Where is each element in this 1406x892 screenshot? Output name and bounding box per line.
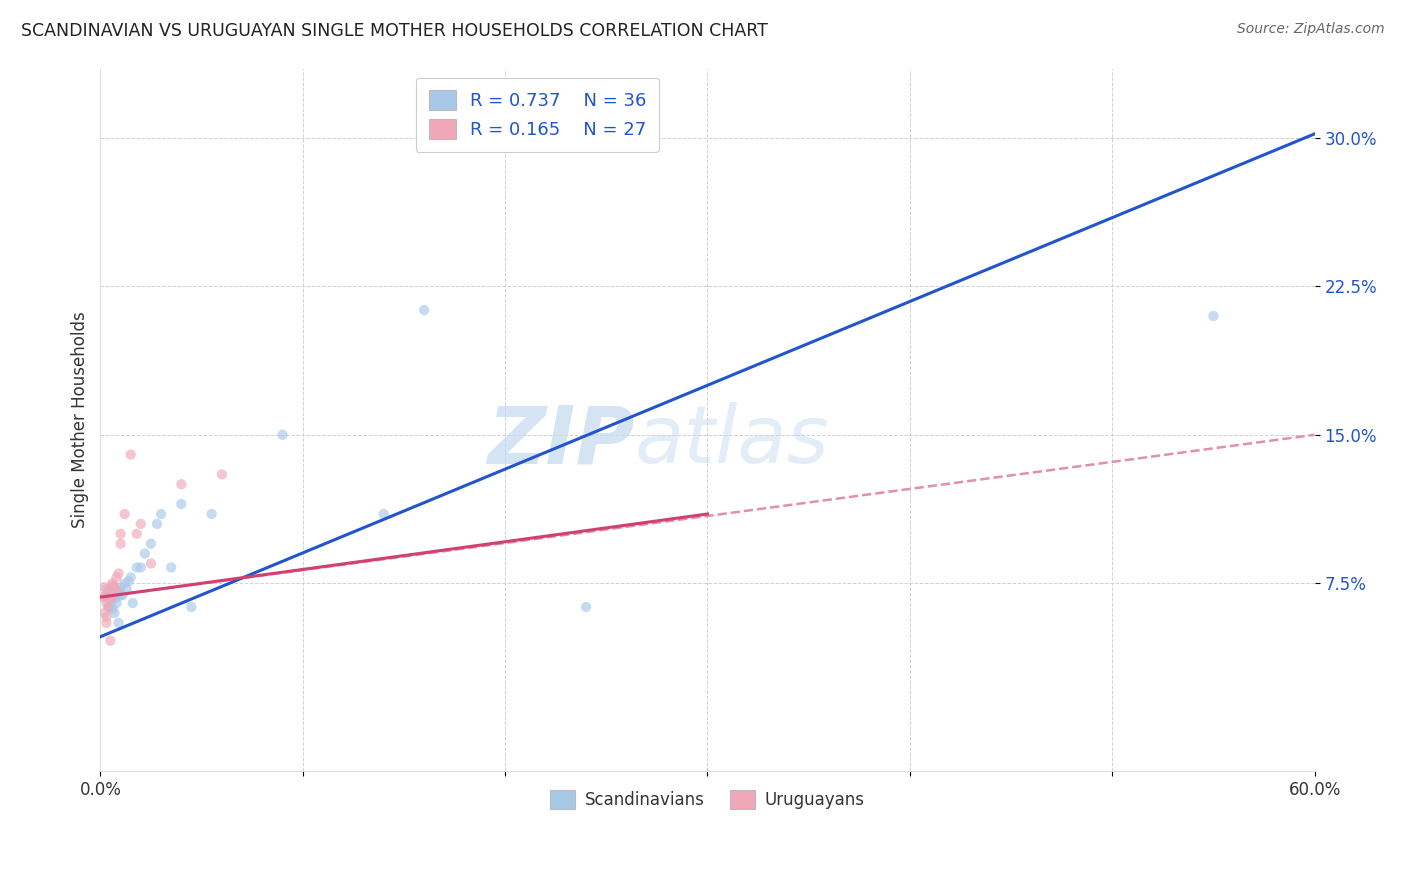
- Point: [170, 497, 193, 511]
- Point: [118, 574, 141, 589]
- Point: [120, 570, 142, 584]
- Point: [134, 547, 156, 561]
- Legend: Scandinavians, Uruguayans: Scandinavians, Uruguayans: [543, 784, 872, 816]
- Point: [110, 537, 132, 551]
- Point: [103, 606, 125, 620]
- Text: atlas: atlas: [634, 402, 830, 480]
- Point: [139, 537, 162, 551]
- Point: [373, 507, 395, 521]
- Point: [101, 590, 124, 604]
- Point: [107, 566, 129, 581]
- Point: [121, 596, 143, 610]
- Point: [114, 576, 136, 591]
- Point: [180, 600, 202, 615]
- Point: [93, 590, 115, 604]
- Point: [100, 582, 122, 597]
- Point: [101, 576, 124, 591]
- Point: [170, 477, 193, 491]
- Point: [413, 303, 436, 318]
- Point: [114, 507, 136, 521]
- Text: Source: ZipAtlas.com: Source: ZipAtlas.com: [1237, 22, 1385, 37]
- Point: [93, 580, 115, 594]
- Point: [100, 633, 122, 648]
- Point: [125, 560, 148, 574]
- Point: [107, 615, 129, 630]
- Point: [105, 570, 128, 584]
- Y-axis label: Single Mother Households: Single Mother Households: [72, 311, 89, 528]
- Point: [160, 560, 183, 574]
- Point: [105, 596, 128, 610]
- Point: [139, 557, 162, 571]
- Point: [101, 602, 124, 616]
- Point: [97, 600, 120, 615]
- Point: [201, 507, 224, 521]
- Point: [115, 582, 138, 597]
- Point: [96, 615, 118, 630]
- Text: ZIP: ZIP: [488, 402, 634, 480]
- Point: [150, 507, 173, 521]
- Point: [103, 580, 125, 594]
- Point: [96, 610, 118, 624]
- Text: SCANDINAVIAN VS URUGUAYAN SINGLE MOTHER HOUSEHOLDS CORRELATION CHART: SCANDINAVIAN VS URUGUAYAN SINGLE MOTHER …: [21, 22, 768, 40]
- Point: [100, 584, 122, 599]
- Point: [97, 586, 120, 600]
- Point: [93, 606, 115, 620]
- Point: [100, 590, 122, 604]
- Point: [110, 526, 132, 541]
- Point: [100, 596, 122, 610]
- Point: [125, 526, 148, 541]
- Point: [105, 582, 128, 597]
- Point: [96, 582, 118, 597]
- Point: [110, 588, 132, 602]
- Point: [105, 590, 128, 604]
- Point: [107, 584, 129, 599]
- Point: [120, 448, 142, 462]
- Point: [101, 578, 124, 592]
- Point: [1202, 309, 1225, 323]
- Point: [97, 600, 120, 615]
- Point: [103, 580, 125, 594]
- Point: [101, 592, 124, 607]
- Point: [111, 588, 134, 602]
- Point: [271, 427, 294, 442]
- Point: [575, 600, 598, 615]
- Point: [91, 590, 114, 604]
- Point: [211, 467, 233, 482]
- Point: [96, 596, 118, 610]
- Point: [146, 516, 169, 531]
- Point: [129, 560, 152, 574]
- Point: [110, 580, 132, 594]
- Point: [129, 516, 152, 531]
